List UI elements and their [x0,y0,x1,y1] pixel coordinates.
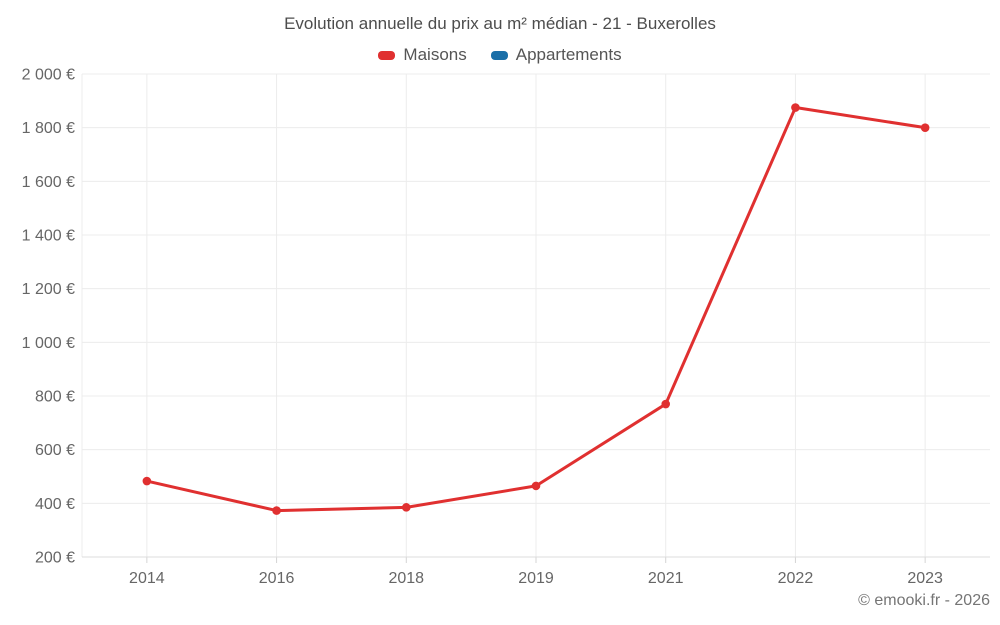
y-axis-label: 1 800 € [22,120,75,137]
legend-item-appartements[interactable]: Appartements [490,45,622,65]
legend-swatch-maisons-icon [378,50,396,60]
y-axis-label: 2 000 € [22,67,75,84]
data-point-maisons-2022[interactable] [791,103,800,112]
x-axis-label: 2018 [388,570,424,587]
legend-swatch-appartements-icon [490,50,508,60]
y-axis-label: 600 € [35,442,75,459]
y-axis-label: 1 400 € [22,228,75,245]
data-point-maisons-2021[interactable] [661,399,671,409]
data-point-maisons-2023[interactable] [920,123,930,132]
data-point-maisons-2016[interactable] [272,506,281,515]
data-point-maisons-2014[interactable] [142,476,152,486]
x-axis-label: 2014 [129,570,165,587]
data-point-maisons-2018[interactable] [401,503,411,512]
y-axis-label: 800 € [35,389,75,406]
legend-item-maisons[interactable]: Maisons [378,45,467,65]
legend-label-maisons: Maisons [403,45,467,64]
x-axis-label: 2021 [648,570,684,587]
y-axis-label: 1 200 € [22,281,75,298]
y-axis-label: 200 € [35,550,75,567]
x-axis-label: 2019 [518,570,554,587]
data-point-maisons-2019[interactable] [531,481,541,491]
x-axis-label: 2016 [259,570,295,587]
x-axis-label: 2022 [778,570,814,587]
chart-title: Evolution annuelle du prix au m² médian … [284,14,716,33]
legend-label-appartements: Appartements [515,45,622,64]
legend: Maisons Appartements [0,45,1000,65]
y-axis-label: 1 600 € [22,174,75,191]
x-axis-label: 2023 [907,570,943,587]
y-axis-label: 400 € [35,496,75,513]
credit-text: © emooki.fr - 2026 [858,592,990,609]
y-axis-label: 1 000 € [22,335,75,352]
